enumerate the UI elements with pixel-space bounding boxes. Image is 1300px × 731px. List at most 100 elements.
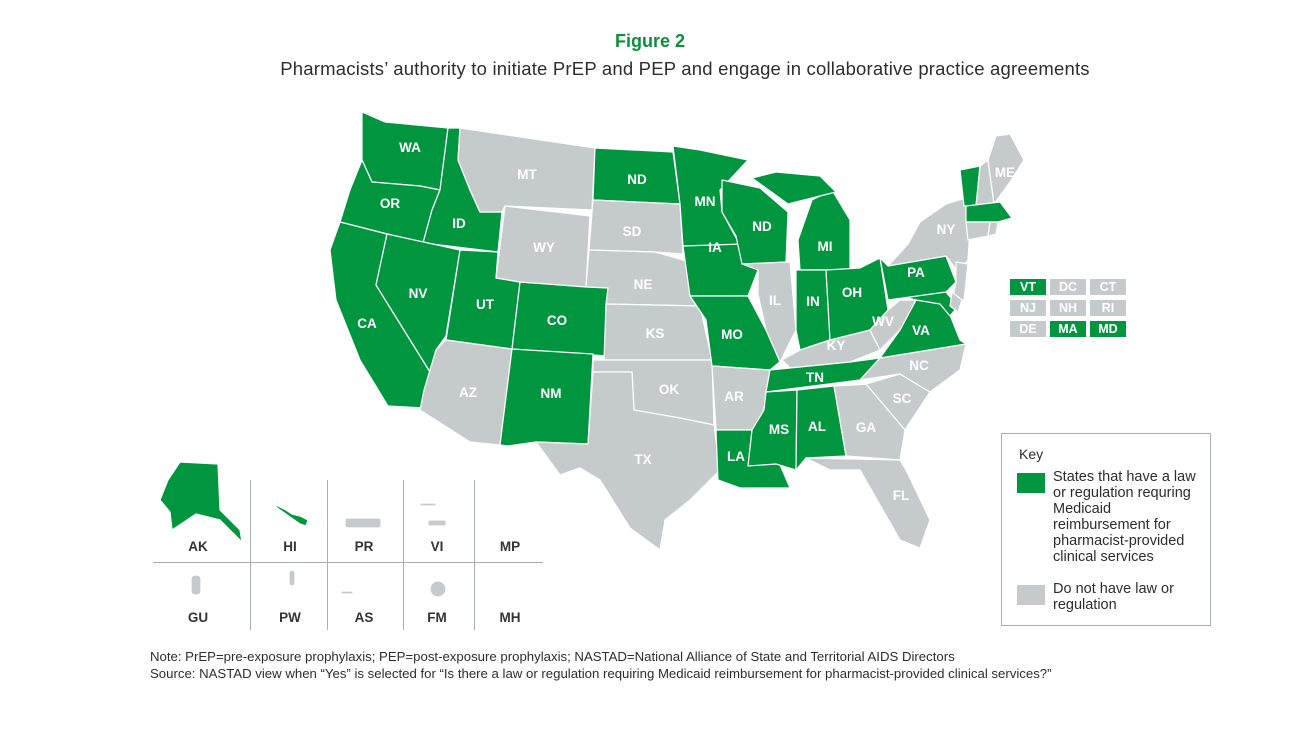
territory-mp-label: MP (499, 539, 521, 554)
svg-text:AZ: AZ (459, 385, 477, 400)
small-states-grid: VT DC CT NJ NH RI DE MA MD (1010, 279, 1126, 337)
territory-vi-shape2 (427, 519, 447, 527)
svg-text:FL: FL (893, 488, 910, 503)
territory-pr-label: PR (354, 539, 374, 554)
territories-divider-v3 (403, 480, 404, 630)
territory-gu-shape (190, 574, 202, 596)
territory-ak-shape (159, 461, 243, 543)
state-tx (535, 371, 721, 551)
state-ct (965, 221, 991, 241)
svg-text:MT: MT (517, 167, 537, 182)
svg-text:UT: UT (476, 297, 495, 312)
key-label-has-law: States that have a law or regulation req… (1053, 469, 1196, 565)
svg-text:AR: AR (724, 389, 744, 404)
svg-text:WA: WA (399, 140, 421, 155)
territories-divider-v4 (474, 480, 475, 630)
state-ia (682, 243, 759, 297)
state-ma (965, 201, 1013, 223)
small-state-dc: DC (1050, 279, 1086, 295)
state-ri (987, 221, 999, 237)
svg-text:CO: CO (547, 313, 567, 328)
state-fl (805, 457, 931, 549)
territory-pw-label: PW (279, 610, 301, 625)
territory-hi-shape (272, 504, 309, 527)
state-in (795, 269, 831, 351)
svg-text:TN: TN (806, 370, 824, 385)
territories-divider-v1 (250, 480, 251, 630)
territories-divider-h (153, 562, 543, 563)
small-state-ma: MA (1050, 321, 1086, 337)
svg-text:KS: KS (646, 326, 665, 341)
svg-text:OH: OH (842, 285, 862, 300)
note-text: Note: PrEP=pre-exposure prophylaxis; PEP… (150, 649, 955, 664)
territory-ak-label: AK (188, 539, 208, 554)
figure-title: Pharmacists’ authority to initiate PrEP … (280, 58, 1090, 79)
svg-text:PA: PA (907, 265, 925, 280)
svg-text:MN: MN (695, 194, 716, 209)
svg-text:GA: GA (856, 420, 877, 435)
small-state-md: MD (1090, 321, 1126, 337)
territory-vi-label: VI (430, 539, 444, 554)
territory-as-shape (340, 590, 354, 595)
svg-text:SD: SD (623, 224, 642, 239)
svg-text:NV: NV (409, 286, 428, 301)
svg-text:LA: LA (727, 449, 745, 464)
svg-text:MO: MO (721, 327, 743, 342)
svg-text:AL: AL (808, 419, 826, 434)
svg-text:WY: WY (533, 240, 555, 255)
territory-vi-shape3 (419, 502, 437, 507)
small-state-de: DE (1010, 321, 1046, 337)
source-text: Source: NASTAD view when “Yes” is select… (150, 665, 1052, 681)
state-labels: WA OR ID MT WY ND SD NE KS OK TX NV CA U… (357, 140, 1015, 503)
territory-pr-shape (344, 517, 382, 529)
territory-fm-label: FM (427, 610, 447, 625)
svg-text:IL: IL (769, 293, 781, 308)
territory-mh-label: MH (499, 610, 521, 625)
state-ga (833, 383, 906, 461)
svg-text:WV: WV (872, 314, 894, 329)
svg-text:OK: OK (659, 382, 680, 397)
key-title: Key (1019, 446, 1044, 462)
svg-text:KY: KY (827, 338, 846, 353)
svg-text:IN: IN (806, 294, 820, 309)
small-state-nj: NJ (1010, 300, 1046, 316)
territories-divider-v2 (327, 480, 328, 630)
svg-text:ND: ND (627, 172, 647, 187)
svg-text:OR: OR (380, 196, 401, 211)
svg-text:NM: NM (541, 386, 562, 401)
svg-text:SC: SC (893, 391, 912, 406)
small-state-nh: NH (1050, 300, 1086, 316)
svg-text:ID: ID (452, 216, 466, 231)
key-label-no-law: Do not have law or regulation (1053, 581, 1174, 613)
key-swatch-no-law (1017, 585, 1045, 605)
small-state-ct: CT (1090, 279, 1126, 295)
state-mi-up (751, 171, 837, 205)
svg-text:IA: IA (708, 240, 722, 255)
territory-as-label: AS (354, 610, 374, 625)
svg-text:NC: NC (909, 358, 929, 373)
state-mi (797, 189, 851, 271)
state-wy (495, 205, 591, 288)
key-swatch-has-law (1017, 473, 1045, 493)
state-al (795, 385, 847, 471)
state-il (741, 261, 797, 363)
svg-text:NY: NY (937, 222, 956, 237)
svg-text:ND: ND (752, 219, 772, 234)
svg-text:VA: VA (912, 323, 930, 338)
state-de (949, 291, 963, 313)
svg-text:NE: NE (634, 277, 653, 292)
svg-text:CA: CA (357, 316, 377, 331)
state-sd (588, 199, 684, 255)
svg-text:MI: MI (818, 239, 833, 254)
map-key: Key States that have a law or regulation… (1001, 433, 1211, 626)
footnotes: Note: PrEP=pre-exposure prophylaxis; PEP… (150, 649, 1052, 682)
territory-fm-shape (429, 580, 447, 598)
territory-hi-label: HI (283, 539, 297, 554)
small-state-ri: RI (1090, 300, 1126, 316)
figure-label: Figure 2 (614, 31, 685, 51)
small-state-vt: VT (1010, 279, 1046, 295)
territory-pw-shape (288, 569, 296, 587)
svg-text:TX: TX (634, 452, 651, 467)
territory-gu-label: GU (187, 610, 209, 625)
